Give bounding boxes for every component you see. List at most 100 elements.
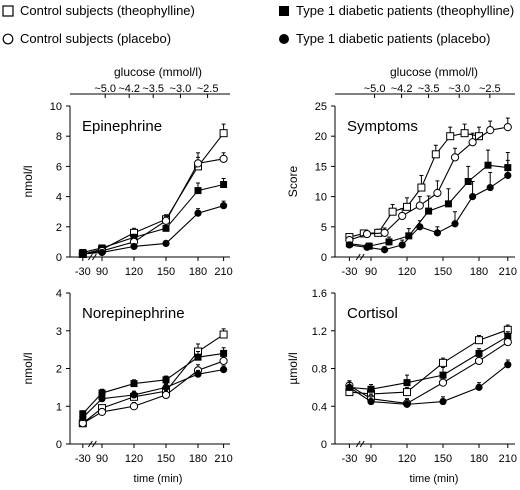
x-tick-label: 120 [125,266,143,278]
filled-square-icon [279,5,289,16]
data-point [363,243,371,251]
x-tick-label: 90 [365,453,377,465]
data-point [220,366,228,374]
x-tick-label: 150 [157,266,175,278]
data-point [468,138,477,147]
series-line [82,132,225,255]
axis-break-mark [359,253,365,261]
y-tick-label: 2 [56,222,62,234]
top-tick-label: ~2.5 [197,83,219,95]
data-point [79,250,87,258]
data-point [417,183,426,192]
panel-title: Cortisol [347,305,398,322]
legend-label: Type 1 diabetic patients (placebo) [296,31,491,46]
data-point [504,361,512,369]
top-tick-label: ~2.5 [479,83,501,95]
data-point [219,129,228,138]
data-point [79,413,87,422]
x-tick-label: 90 [96,266,108,278]
data-point [79,410,87,418]
y-axis-label: nmol/l [21,165,35,197]
data-point [403,202,411,211]
legend-item-diabetic-placebo: Type 1 diabetic patients (placebo) [278,31,490,46]
data-point [469,193,477,201]
axis-break-mark [87,440,93,448]
top-tick-label: ~5.0 [94,83,116,95]
data-point [504,171,512,180]
data-point [194,187,202,195]
x-tick-label: -30 [341,266,357,278]
data-point [431,150,440,159]
data-point [451,220,459,228]
y-tick-label: 1.6 [312,288,327,300]
legend-item-control-placebo: Control subjects (placebo) [2,31,171,46]
x-tick-label: 210 [214,266,232,278]
axis-break-mark [355,253,361,261]
top-tick-label: ~4.2 [391,83,413,95]
y-axis-label: Score [286,166,300,198]
data-point [464,178,472,185]
data-point [220,181,228,189]
top-tick-label: ~3.5 [142,83,164,95]
data-point [433,188,442,198]
data-point [503,337,512,347]
x-tick-label: 150 [157,453,175,465]
data-point [219,330,228,339]
data-point [193,159,203,168]
y-axis-label: nmol/l [21,352,35,384]
axis-break-mark [87,253,93,261]
y-tick-label: 2 [56,364,62,376]
legend: Control subjects (theophylline) Type 1 d… [0,0,520,60]
top-axis-label: glucose (mmol/l) [390,65,478,79]
data-point [162,376,170,384]
top-axis-label: glucose (mmol/l) [114,65,202,79]
data-point [130,233,138,241]
data-point [474,356,484,366]
data-point [367,397,375,406]
data-point [98,248,106,257]
x-tick-label: 180 [470,453,488,465]
data-point [486,126,495,135]
legend-item-diabetic-theophylline: Type 1 diabetic patients (theophylline) [278,3,514,18]
x-tick-label: 150 [434,453,452,465]
data-point [486,183,494,192]
data-point [439,397,447,406]
data-point [475,349,483,357]
series-line [349,132,480,238]
data-point [439,371,447,379]
legend-label: Control subjects (theophylline) [20,3,195,18]
x-tick-label: 120 [125,453,143,465]
legend-label: Type 1 diabetic patients (theophylline) [296,3,515,18]
data-point [475,132,483,141]
data-point [433,229,441,237]
series-line [349,364,509,405]
data-point [162,239,170,248]
x-tick-label: 210 [499,453,517,465]
series-line [82,183,224,254]
data-point [98,395,106,403]
axis-break-mark [355,440,361,448]
y-tick-label: 4 [56,288,62,300]
data-point [194,353,202,361]
data-point [484,161,492,169]
series-line [349,341,509,404]
data-point [381,246,389,254]
x-tick-label: 90 [365,266,377,278]
x-tick-label: -30 [75,453,91,465]
series-line [349,175,509,251]
data-point [161,216,171,225]
data-point [403,400,411,408]
x-tick-label: 150 [434,266,452,278]
data-point [130,391,138,399]
x-axis-label: time (min) [134,473,183,485]
data-point [446,132,455,141]
top-tick-label: ~3.5 [418,83,440,95]
panel-title: Norepinephrine [82,305,185,322]
data-point [97,407,107,417]
data-point [345,241,353,249]
data-point [503,123,512,132]
data-point [398,211,407,221]
data-point [425,207,433,215]
x-tick-label: 120 [398,266,416,278]
axis-break-mark [91,253,97,261]
